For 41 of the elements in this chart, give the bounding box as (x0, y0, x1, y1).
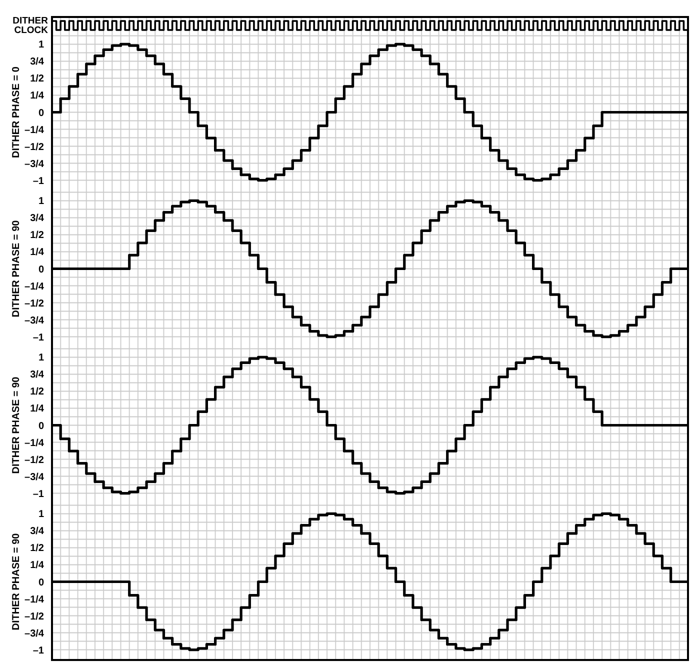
y-tick-label: 3/4 (30, 56, 44, 68)
y-tick-label: 1/2 (30, 386, 44, 398)
y-tick-label: –1/4 (24, 281, 44, 292)
y-tick-label: 1 (38, 40, 44, 51)
y-tick-label: –1 (32, 176, 44, 187)
y-tick-label: 1/4 (30, 90, 44, 102)
y-tick-label: 1/2 (30, 543, 44, 554)
y-axis-title: DITHER PHASE = 0 (11, 66, 22, 158)
y-tick-label: 3/4 (30, 526, 44, 538)
y-tick-label: –1/4 (24, 594, 44, 606)
y-tick-label: 3/4 (30, 370, 44, 381)
y-tick-label: 1/4 (30, 560, 44, 572)
y-tick-label: 1 (38, 352, 44, 364)
y-tick-label: –1 (32, 488, 44, 500)
y-tick-label: 1 (38, 196, 44, 208)
y-tick-label: 1/2 (30, 74, 44, 85)
y-tick-label: –1 (32, 645, 44, 656)
y-axis-title: DITHER PHASE = 90 (11, 532, 22, 630)
y-tick-label: –3/4 (24, 158, 44, 170)
y-tick-label: 0 (38, 264, 44, 276)
y-tick-label: –1/2 (24, 611, 44, 622)
y-axis-title: DITHER CLOCK (12, 16, 48, 36)
y-tick-label: –3/4 (24, 472, 44, 483)
y-tick-label: 1 (38, 509, 44, 520)
y-tick-label: 3/4 (30, 213, 44, 224)
y-tick-label: –1/2 (24, 298, 44, 310)
y-tick-label: 1/4 (30, 247, 44, 258)
y-tick-label: –1/2 (24, 142, 44, 153)
y-tick-label: 0 (38, 420, 44, 432)
y-tick-label: –3/4 (24, 628, 44, 640)
y-tick-label: 1/4 (30, 404, 44, 415)
y-tick-label: –3/4 (24, 315, 44, 326)
y-axis-title: DITHER PHASE = 90 (11, 376, 22, 474)
y-tick-label: 1/2 (30, 230, 44, 242)
y-tick-label: –1 (32, 332, 44, 344)
y-tick-label: 0 (38, 108, 44, 119)
y-tick-label: –1/4 (24, 438, 44, 449)
y-axis-title: DITHER PHASE = 90 (11, 220, 22, 318)
y-tick-label: –1/4 (24, 124, 44, 136)
y-tick-label: –1/2 (24, 454, 44, 466)
y-tick-label: 0 (38, 577, 44, 588)
